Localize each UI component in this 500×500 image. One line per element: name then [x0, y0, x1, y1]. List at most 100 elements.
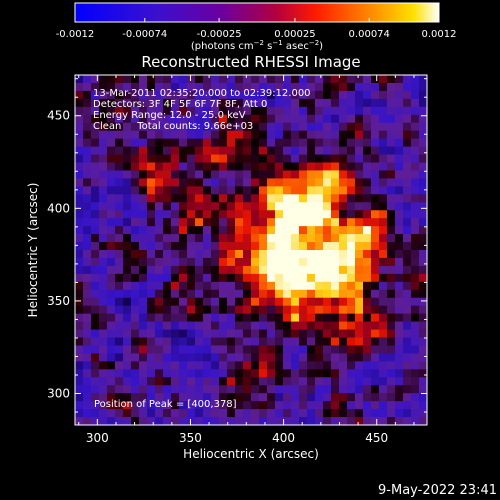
heatmap-cell [339, 162, 348, 172]
heatmap-cell [123, 345, 132, 354]
heatmap-cell [315, 234, 324, 243]
heatmap-cell [419, 401, 427, 410]
heatmap-cell [267, 297, 276, 307]
heatmap-cell [339, 305, 348, 315]
heatmap-cell [211, 98, 220, 108]
heatmap-cell [99, 345, 108, 354]
heatmap-cell [355, 138, 364, 148]
heatmap-cell [211, 369, 220, 378]
heatmap-cell [363, 146, 372, 156]
heatmap-cell [363, 154, 372, 164]
heatmap-cell [131, 234, 140, 243]
heatmap-cell [251, 409, 260, 418]
heatmap-cell [123, 106, 132, 116]
heatmap-cell [419, 186, 427, 195]
heatmap-cell [379, 170, 388, 179]
heatmap-cell [243, 297, 252, 307]
heatmap-cell [171, 337, 180, 347]
heatmap-cell [155, 234, 164, 243]
heatmap-cell [363, 82, 372, 92]
heatmap-cell [155, 122, 164, 132]
heatmap-cell [267, 257, 276, 267]
heatmap-cell [163, 353, 172, 362]
heatmap-cell [355, 122, 364, 132]
heatmap-cell [211, 194, 220, 203]
heatmap-cell [395, 226, 404, 235]
heatmap-cell [187, 377, 196, 386]
heatmap-cell [115, 114, 124, 124]
heatmap-cell [347, 289, 356, 299]
heatmap-cell [283, 170, 292, 179]
heatmap-cell [243, 186, 252, 195]
heatmap-cell [355, 321, 364, 331]
plot-frame [74, 74, 428, 426]
heatmap-cell [299, 401, 308, 410]
heatmap-cell [195, 130, 204, 140]
heatmap-cell [363, 273, 372, 283]
heatmap-cell [387, 385, 396, 394]
heatmap-cell [195, 417, 204, 425]
heatmap-cell [163, 170, 172, 179]
heatmap-cell [139, 138, 148, 148]
heatmap-cell [99, 162, 108, 172]
heatmap-cell [355, 162, 364, 172]
heatmap-cell [83, 210, 92, 219]
heatmap-cell [299, 257, 308, 267]
heatmap-cell [179, 265, 188, 275]
heatmap-cell [339, 234, 348, 243]
heatmap-cell [291, 297, 300, 307]
heatmap-cell [347, 321, 356, 331]
heatmap-cell [307, 345, 316, 354]
heatmap-cell [251, 98, 260, 108]
heatmap-cell [275, 369, 284, 378]
heatmap-cell [131, 218, 140, 227]
heatmap-cell [283, 114, 292, 124]
heatmap-cell [259, 75, 268, 84]
heatmap-cell [299, 226, 308, 235]
heatmap-cell [283, 242, 292, 251]
heatmap-cell [163, 409, 172, 418]
heatmap-cell [115, 313, 124, 323]
heatmap-cell [291, 98, 300, 108]
heatmap-cell [123, 265, 132, 275]
heatmap-cell [219, 106, 228, 116]
heatmap-cell [299, 353, 308, 362]
heatmap-cell [307, 130, 316, 140]
heatmap-cell [403, 369, 412, 378]
heatmap-cell [163, 377, 172, 386]
heatmap-cell [307, 289, 316, 299]
heatmap-cell [171, 98, 180, 108]
heatmap-cell [283, 98, 292, 108]
x-tick-label: 300 [86, 431, 109, 445]
heatmap-cell [315, 154, 324, 164]
heatmap-cell [387, 218, 396, 227]
heatmap-cell [195, 409, 204, 418]
heatmap-cell [395, 345, 404, 354]
heatmap-cell [259, 98, 268, 108]
heatmap-cell [331, 218, 340, 227]
heatmap-cell [315, 337, 324, 347]
heatmap-cell [91, 345, 100, 354]
heatmap-cell [139, 146, 148, 156]
heatmap-cell [211, 154, 220, 164]
heatmap-cell [363, 186, 372, 195]
heatmap-cell [307, 90, 316, 100]
heatmap-cell [203, 218, 212, 227]
heatmap-cell [291, 345, 300, 354]
heatmap-cell [187, 242, 196, 251]
heatmap-cell [123, 154, 132, 164]
heatmap-cell [179, 82, 188, 92]
heatmap-cell [411, 162, 420, 172]
heatmap-cell [283, 385, 292, 394]
heatmap-cell [243, 385, 252, 394]
heatmap-cell [115, 361, 124, 370]
heatmap-cell [283, 281, 292, 291]
heatmap-cell [411, 234, 420, 243]
heatmap-cell [291, 265, 300, 275]
heatmap-cell [83, 361, 92, 370]
heatmap-cell [83, 273, 92, 283]
heatmap-cell [115, 297, 124, 307]
heatmap-cell [275, 122, 284, 132]
heatmap-cell [235, 130, 244, 140]
heatmap-cell [267, 369, 276, 378]
